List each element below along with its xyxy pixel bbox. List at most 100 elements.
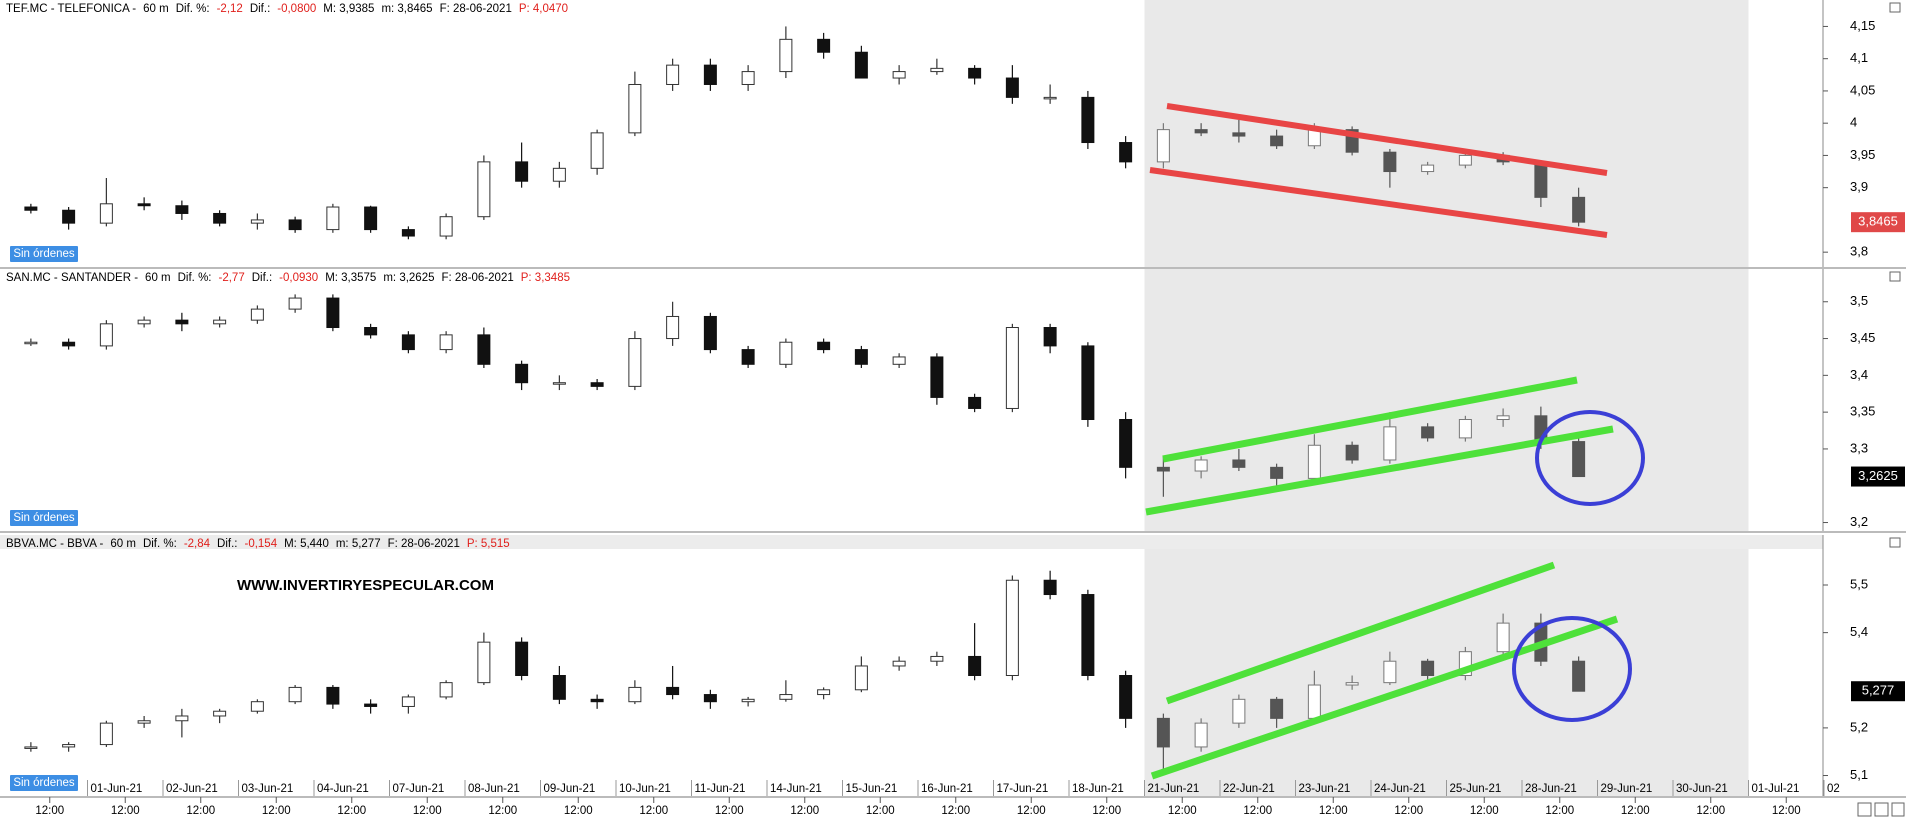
header-item: M: 5,440 xyxy=(284,538,329,550)
last-price-label: 3,2625 xyxy=(1858,468,1898,483)
candle-body xyxy=(326,206,340,231)
candle-body xyxy=(1194,129,1208,134)
candle-body xyxy=(1421,426,1435,439)
candle-body xyxy=(1119,142,1133,163)
candle-body xyxy=(666,64,680,85)
trend-line xyxy=(1166,103,1608,176)
candle-body xyxy=(892,356,906,365)
time-label: 12:00 xyxy=(866,805,895,817)
candle-body xyxy=(439,334,453,351)
candle-body xyxy=(968,67,982,79)
time-label: 12:00 xyxy=(111,805,140,817)
panel-button xyxy=(1889,271,1901,282)
trend-line xyxy=(1165,561,1556,705)
candle-body xyxy=(628,686,642,703)
y-tick-label: 3,5 xyxy=(1850,293,1868,308)
y-tick-label: 4,1 xyxy=(1850,50,1868,65)
header-item: F: 28-06-2021 xyxy=(442,272,514,284)
candle-body xyxy=(401,696,415,707)
price-axis xyxy=(1823,535,1906,796)
day-label: 30-Jun-21 xyxy=(1676,783,1728,795)
candle-body xyxy=(439,682,453,698)
day-label: 01-Jun-21 xyxy=(91,783,143,795)
header-item: 60 m xyxy=(143,3,169,15)
header-item: -2,77 xyxy=(219,272,245,284)
candle-body xyxy=(1270,135,1284,147)
candle-body xyxy=(590,382,604,387)
candle-body xyxy=(401,334,415,351)
candle-body xyxy=(137,720,151,724)
candle-body xyxy=(1005,327,1019,409)
y-tick-label: 5,4 xyxy=(1850,624,1868,639)
candle-body xyxy=(666,315,680,340)
time-label: 12:00 xyxy=(413,805,442,817)
candle-body xyxy=(1043,327,1057,347)
header-item: Dif.: xyxy=(250,3,270,15)
header-item: SAN.MC - SANTANDER - xyxy=(6,272,138,284)
panel-header: BBVA.MC - BBVA - 60 m Dif. %: -2,84 Dif.: -0,… xyxy=(6,538,510,550)
candle-body xyxy=(817,38,831,53)
orders-label: Sin órdenes xyxy=(13,777,75,789)
candle-body xyxy=(1005,77,1019,98)
orders-label: Sin órdenes xyxy=(13,248,75,260)
candle-body xyxy=(930,67,944,73)
header-item: -0,0930 xyxy=(279,272,318,284)
candle-body xyxy=(1119,675,1133,719)
candle-body xyxy=(1345,682,1359,686)
candle-body xyxy=(628,338,642,387)
header-item: P: 4,0470 xyxy=(519,3,568,15)
candle-body xyxy=(250,219,264,224)
header-item: F: 28-06-2021 xyxy=(388,538,460,550)
time-label: 12:00 xyxy=(1545,805,1574,817)
candle-body xyxy=(741,349,755,365)
time-label: 12:00 xyxy=(1092,805,1121,817)
candle-body xyxy=(779,341,793,365)
time-label: 12:00 xyxy=(715,805,744,817)
day-label: 23-Jun-21 xyxy=(1299,783,1351,795)
candle-body xyxy=(288,297,302,310)
time-label: 12:00 xyxy=(1772,805,1801,817)
candle-body xyxy=(62,744,76,748)
candle-body xyxy=(364,327,378,336)
day-label: 02 xyxy=(1827,783,1840,795)
y-tick-label: 5,2 xyxy=(1850,719,1868,734)
y-tick-label: 3,9 xyxy=(1850,179,1868,194)
day-label: 02-Jun-21 xyxy=(166,783,218,795)
time-label: 12:00 xyxy=(1394,805,1423,817)
candle-body xyxy=(137,319,151,325)
candle-body xyxy=(590,698,604,703)
highlight-circle xyxy=(1535,410,1645,506)
candle-body xyxy=(364,206,378,231)
y-tick-label: 4,15 xyxy=(1850,18,1875,33)
trend-line xyxy=(1145,425,1614,516)
candle-body xyxy=(1194,459,1208,472)
candle-body xyxy=(515,161,529,182)
candle-body xyxy=(1534,164,1548,198)
candle-body xyxy=(892,71,906,79)
candle-body xyxy=(401,229,415,237)
candle-body xyxy=(1572,196,1586,223)
header-item: Dif.: xyxy=(217,538,237,550)
candle-body xyxy=(892,660,906,667)
candle-body xyxy=(968,655,982,677)
candle-body xyxy=(24,206,38,211)
candle-body xyxy=(1383,151,1397,173)
candle-body xyxy=(515,363,529,384)
candle-body xyxy=(1496,415,1510,421)
last-price-badge xyxy=(1851,681,1905,702)
candle-body xyxy=(1156,717,1170,748)
time-label: 12:00 xyxy=(35,805,64,817)
candle-body xyxy=(175,319,189,325)
candle-body xyxy=(175,715,189,722)
candle-body xyxy=(326,686,340,705)
time-label: 12:00 xyxy=(1017,805,1046,817)
time-label: 12:00 xyxy=(790,805,819,817)
drawings xyxy=(1145,103,1645,780)
candle-body xyxy=(62,209,76,224)
candle-body xyxy=(779,38,793,73)
header-item: P: 5,515 xyxy=(467,538,510,550)
candle-body xyxy=(854,665,868,691)
day-label: 17-Jun-21 xyxy=(997,783,1049,795)
